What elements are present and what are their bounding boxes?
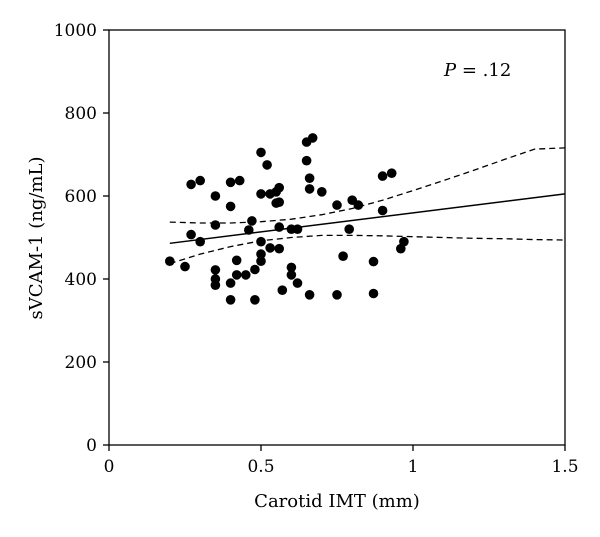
regression-line xyxy=(169,193,566,245)
data-point xyxy=(225,278,236,288)
data-point xyxy=(274,243,285,254)
data-point xyxy=(225,201,236,212)
p-value-text: = .12 xyxy=(456,60,511,81)
data-point xyxy=(368,256,379,267)
data-point xyxy=(304,173,315,183)
data-point xyxy=(377,205,388,216)
data-point xyxy=(247,216,257,226)
data-point xyxy=(332,290,342,300)
data-point xyxy=(317,187,327,197)
data-point xyxy=(353,200,364,210)
data-point xyxy=(210,191,221,201)
y-tick-label: 0 xyxy=(86,436,97,456)
data-point xyxy=(195,175,205,186)
data-point xyxy=(386,168,397,178)
data-point xyxy=(338,251,348,261)
data-point xyxy=(292,278,303,288)
data-point xyxy=(307,133,318,143)
data-point xyxy=(241,270,251,280)
data-point xyxy=(256,256,266,267)
data-point xyxy=(256,147,266,158)
data-point xyxy=(344,224,355,234)
y-axis-title: sVCAM-1 (ng/mL) xyxy=(26,157,47,320)
p-value-annotation: P = .12 xyxy=(443,60,511,81)
data-point xyxy=(250,295,260,305)
p-value-symbol: P xyxy=(443,60,457,81)
data-point xyxy=(225,177,236,188)
data-point xyxy=(301,155,312,166)
plot-frame xyxy=(108,29,566,446)
data-point xyxy=(186,229,196,240)
y-tick-label: 400 xyxy=(65,270,97,290)
data-point xyxy=(195,236,205,247)
data-point xyxy=(180,261,190,272)
data-point xyxy=(377,171,388,181)
data-point xyxy=(262,160,272,170)
data-point xyxy=(234,175,245,186)
regression-line-group xyxy=(169,193,566,245)
x-tick-label: 1 xyxy=(408,457,419,477)
data-point xyxy=(225,295,236,305)
ci-upper-line xyxy=(169,147,566,224)
data-point xyxy=(256,189,266,199)
x-tick-label: 0.5 xyxy=(247,457,274,477)
data-point xyxy=(265,243,275,253)
data-point xyxy=(250,264,260,275)
x-axis-title: Carotid IMT (mm) xyxy=(254,491,420,512)
data-point xyxy=(210,280,221,291)
data-point xyxy=(165,256,175,267)
y-tick-label: 600 xyxy=(65,187,97,207)
data-point xyxy=(231,255,242,266)
data-point xyxy=(368,288,379,299)
x-tick-label: 0 xyxy=(104,457,115,477)
axis-tick-labels: 0 0.5 1 1.5 0 200 400 600 800 1000 xyxy=(54,21,579,477)
data-point xyxy=(304,290,315,300)
y-tick-label: 200 xyxy=(65,353,97,373)
data-point xyxy=(304,184,315,194)
data-point xyxy=(332,200,342,210)
data-point xyxy=(274,182,285,193)
axis-ticks xyxy=(103,29,566,451)
data-point xyxy=(244,225,254,235)
data-point xyxy=(286,270,297,280)
data-point xyxy=(210,265,221,275)
data-points xyxy=(165,133,409,305)
data-point xyxy=(399,236,409,247)
data-point xyxy=(186,179,196,190)
data-point xyxy=(231,270,242,280)
y-tick-label: 1000 xyxy=(54,21,97,41)
confidence-bands xyxy=(169,147,566,265)
x-tick-label: 1.5 xyxy=(551,457,578,477)
data-point xyxy=(274,197,285,207)
data-point xyxy=(274,222,285,232)
data-point xyxy=(286,262,297,273)
ci-lower-line xyxy=(169,234,566,265)
data-point xyxy=(277,285,288,296)
y-tick-label: 800 xyxy=(65,104,97,124)
data-point xyxy=(210,220,221,230)
data-point xyxy=(256,249,266,259)
data-point xyxy=(292,224,303,234)
data-point xyxy=(256,236,266,247)
